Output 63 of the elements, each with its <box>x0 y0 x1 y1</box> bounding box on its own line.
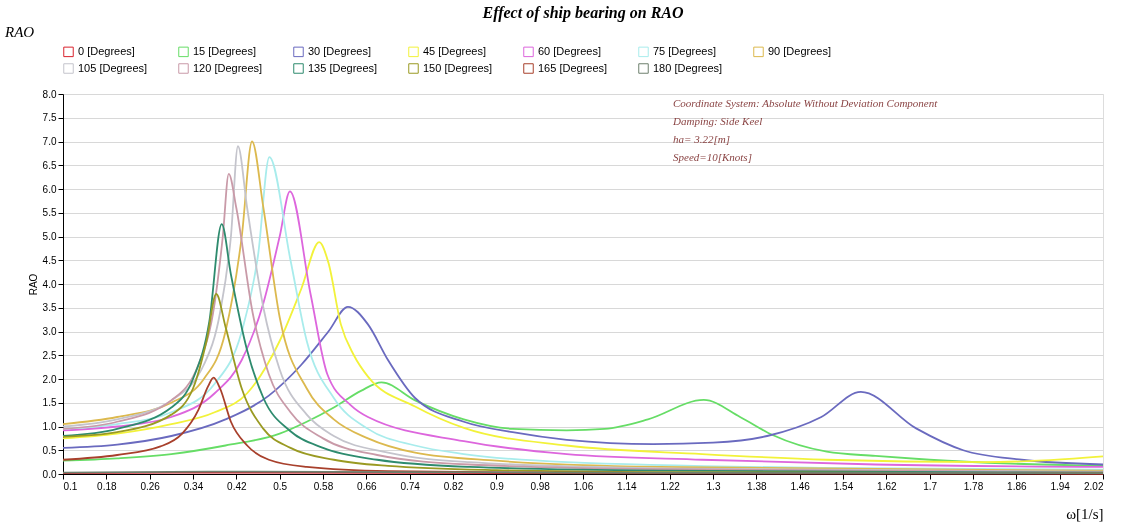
y-tick-label: 2.5 <box>42 349 57 361</box>
y-tick-label: 6.0 <box>42 183 57 195</box>
legend-label: 0 [Degrees] <box>78 44 135 57</box>
x-tick-label: 0.34 <box>183 480 204 492</box>
legend-label: 75 [Degrees] <box>653 44 716 57</box>
x-tick-label: 1.38 <box>747 480 767 492</box>
y-tick-label: 3.0 <box>42 326 57 337</box>
y-tick-label: 0.0 <box>42 468 57 480</box>
x-tick-label: 1.46 <box>790 480 811 492</box>
x-tick-label: 1.54 <box>833 480 854 492</box>
chart-title: Effect of ship bearing on RAO <box>481 4 684 22</box>
legend-label: 135 [Degrees] <box>308 61 378 74</box>
x-tick-label: 1.94 <box>1050 480 1071 492</box>
legend-label: 105 [Degrees] <box>78 61 148 74</box>
annotation: Speed=10[Knots] <box>673 151 752 163</box>
legend-label: 180 [Degrees] <box>653 61 723 74</box>
annotation: Coordinate System: Absolute Without Deviation Component <box>673 97 939 109</box>
legend-label: 60 [Degrees] <box>538 44 601 57</box>
x-tick-label: 0.18 <box>97 480 117 492</box>
legend-label: 15 [Degrees] <box>193 44 256 57</box>
y-tick-label: 5.5 <box>42 207 57 219</box>
x-tick-label: 0.66 <box>357 480 377 492</box>
y-tick-label: 4.5 <box>42 254 57 266</box>
x-tick-label: 0.42 <box>227 480 247 492</box>
y-tick-label: 8.0 <box>42 88 57 100</box>
y-tick-label: 5.0 <box>42 231 57 242</box>
x-tick-label: 0.9 <box>489 480 505 492</box>
y-tick-label: 6.5 <box>42 159 57 171</box>
y-tick-label: 3.5 <box>42 302 57 314</box>
x-tick-label: 1.3 <box>706 480 721 492</box>
y-tick-label: 2.0 <box>42 373 57 385</box>
text: RAO <box>4 24 35 40</box>
x-tick-label: 1.14 <box>617 480 637 492</box>
x-tick-label: 1.22 <box>660 480 681 492</box>
annotation: ha= 3.22[m] <box>673 133 730 145</box>
x-axis-title: ω[1/s] <box>1066 505 1104 522</box>
legend-label: 30 [Degrees] <box>308 44 371 57</box>
y-axis-title: RAO <box>27 273 39 296</box>
legend-label: 90 [Degrees] <box>768 44 831 57</box>
annotation: Damping: Side Keel <box>672 115 763 127</box>
x-tick-label: 1.7 <box>923 480 938 492</box>
x-tick-label: 2.02 <box>1084 480 1104 492</box>
y-tick-label: 1.5 <box>42 397 57 409</box>
x-tick-label: 0.5 <box>273 480 288 492</box>
legend-label: 150 [Degrees] <box>423 61 493 74</box>
x-tick-label: 1.78 <box>963 480 984 492</box>
x-tick-label: 0.58 <box>313 480 334 492</box>
x-tick-label: 0.26 <box>140 480 161 492</box>
y-tick-label: 7.5 <box>42 112 57 124</box>
legend-label: 120 [Degrees] <box>193 61 263 74</box>
legend-label: 165 [Degrees] <box>538 61 608 74</box>
y-tick-label: 1.0 <box>42 421 57 432</box>
x-tick-label: 0.98 <box>530 480 551 492</box>
x-tick-label: 0.74 <box>400 480 421 492</box>
x-tick-label: 1.86 <box>1007 480 1027 492</box>
x-tick-label: 1.06 <box>573 480 594 492</box>
x-tick-label: 1.62 <box>877 480 897 492</box>
legend-label: 45 [Degrees] <box>423 44 486 57</box>
y-tick-label: 4.0 <box>42 278 57 290</box>
x-tick-label: 0.1 <box>63 480 78 492</box>
x-tick-label: 0.82 <box>443 480 464 492</box>
y-tick-label: 7.0 <box>42 136 57 147</box>
y-tick-label: 0.5 <box>42 444 57 456</box>
